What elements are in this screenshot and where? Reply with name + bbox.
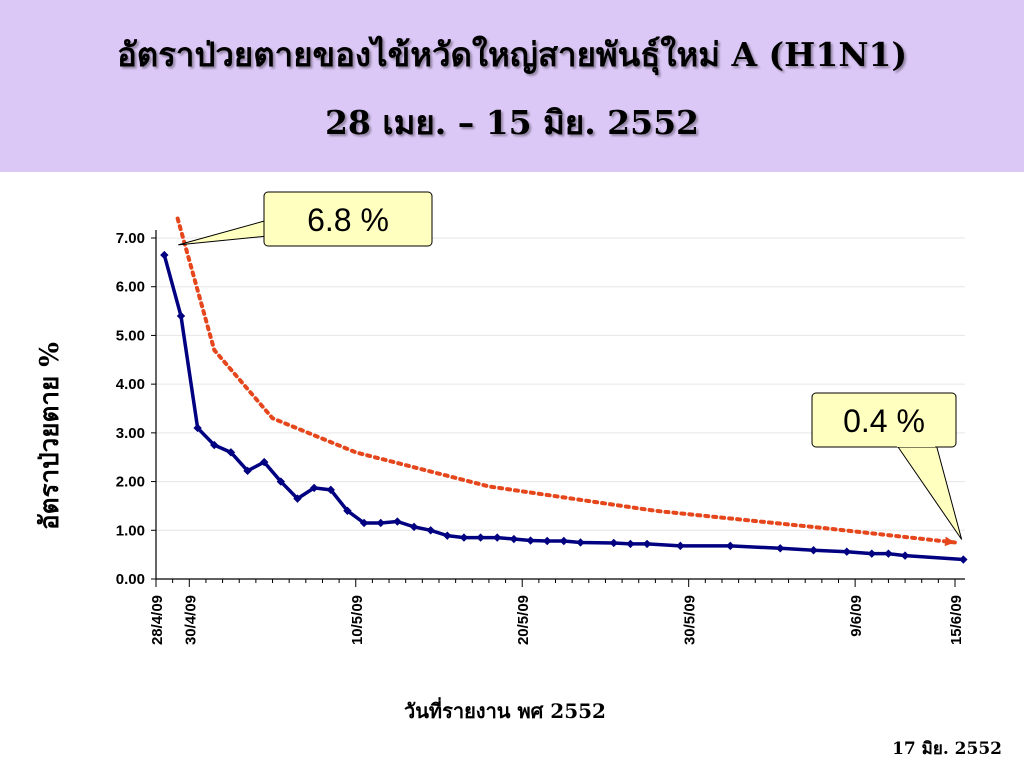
data-point bbox=[226, 448, 236, 457]
callout-6-8-box bbox=[263, 191, 433, 247]
cfr-line-chart: 0.00 1.00 2.00 3.00 4.00 5.00 6.00 7.00 28/4/09… bbox=[35, 191, 968, 723]
data-point bbox=[676, 541, 685, 551]
data-point bbox=[776, 544, 785, 553]
axes bbox=[151, 230, 965, 587]
data-point bbox=[276, 477, 286, 486]
y-tick-label: 5.00 bbox=[116, 327, 145, 344]
data-point bbox=[409, 522, 419, 532]
data-point bbox=[642, 539, 652, 549]
trend-dotted-line bbox=[175, 216, 958, 545]
data-point bbox=[626, 539, 635, 549]
data-point bbox=[293, 494, 302, 503]
x-tick-label: 30/4/09 bbox=[182, 595, 199, 645]
data-point bbox=[900, 551, 910, 560]
data-point bbox=[576, 538, 585, 547]
data-point bbox=[309, 483, 319, 493]
callout-0-4-pointer bbox=[895, 443, 963, 540]
y-axis-label: อัตราป่วยตาย % bbox=[35, 342, 65, 530]
data-point bbox=[243, 466, 252, 476]
trend-line bbox=[175, 216, 958, 547]
data-point bbox=[326, 485, 335, 495]
data-point bbox=[609, 538, 618, 548]
data-point bbox=[867, 549, 876, 558]
data-point bbox=[160, 250, 169, 260]
x-tick-label: 9/6/09 bbox=[848, 595, 865, 637]
x-tick-label: 30/5/09 bbox=[682, 595, 699, 645]
y-tick-labels: 0.00 1.00 2.00 3.00 4.00 5.00 6.00 7.00 bbox=[116, 230, 145, 588]
callout-6-8-pointer bbox=[178, 219, 269, 246]
data-point bbox=[459, 533, 469, 542]
data-point bbox=[393, 517, 402, 526]
y-tick-label: 4.00 bbox=[116, 376, 145, 393]
y-tick-label: 2.00 bbox=[116, 474, 145, 491]
x-axis-label: วันที่รายงาน พศ 2552 bbox=[404, 696, 606, 723]
x-tick-label: 15/6/09 bbox=[948, 595, 965, 645]
footer-date: 17 มิย. 2552 bbox=[892, 739, 1002, 759]
data-point bbox=[426, 526, 435, 535]
callout-6-8-text: 6.8 % bbox=[307, 202, 389, 238]
data-point bbox=[476, 533, 485, 542]
data-point bbox=[443, 531, 452, 540]
y-tick-label: 1.00 bbox=[116, 522, 145, 539]
x-tick-label: 20/5/09 bbox=[515, 595, 532, 645]
data-point bbox=[726, 541, 735, 551]
title-banner: อัตราป่วยตายของไข้หวัดใหญ่สายพันธุ์ใหม่ … bbox=[0, 0, 1024, 172]
trend-arrowhead bbox=[944, 536, 956, 547]
data-point bbox=[210, 440, 219, 450]
data-point bbox=[509, 534, 519, 544]
callout-0-4-text: 0.4 % bbox=[843, 403, 925, 439]
title-line-2: 28 เมย. – 15 มิย. 2552 bbox=[324, 103, 700, 142]
data-point bbox=[526, 536, 535, 545]
data-point bbox=[259, 457, 269, 467]
data-point bbox=[493, 533, 502, 542]
data-point bbox=[809, 546, 818, 555]
callout-6-8-joint bbox=[264, 216, 273, 240]
data-point bbox=[176, 311, 186, 321]
data-point bbox=[559, 536, 569, 546]
callout-0-4-box bbox=[811, 392, 957, 448]
title-line-1: อัตราป่วยตายของไข้หวัดใหญ่สายพันธุ์ใหม่ … bbox=[116, 35, 908, 74]
cfr-series bbox=[160, 250, 968, 564]
data-point bbox=[959, 555, 968, 564]
data-point bbox=[542, 536, 552, 546]
data-point bbox=[193, 423, 202, 433]
callouts: 6.8 % 0.4 % bbox=[178, 191, 963, 540]
y-tick-label: 0.00 bbox=[116, 571, 145, 588]
x-tick-label: 10/5/09 bbox=[349, 595, 366, 645]
x-tick-labels: 28/4/09 30/4/09 10/5/09 20/5/09 30/5/09 9/6/0… bbox=[149, 595, 965, 645]
series-line bbox=[162, 254, 964, 562]
data-point bbox=[884, 549, 893, 558]
data-point bbox=[376, 518, 385, 528]
y-tick-label: 7.00 bbox=[116, 230, 145, 247]
y-tick-label: 6.00 bbox=[116, 279, 145, 296]
callout-0-4-joint bbox=[897, 441, 935, 447]
x-tick-label: 28/4/09 bbox=[149, 595, 166, 645]
y-tick-label: 3.00 bbox=[116, 425, 145, 442]
data-point bbox=[842, 547, 852, 556]
grid-lines bbox=[156, 237, 965, 531]
